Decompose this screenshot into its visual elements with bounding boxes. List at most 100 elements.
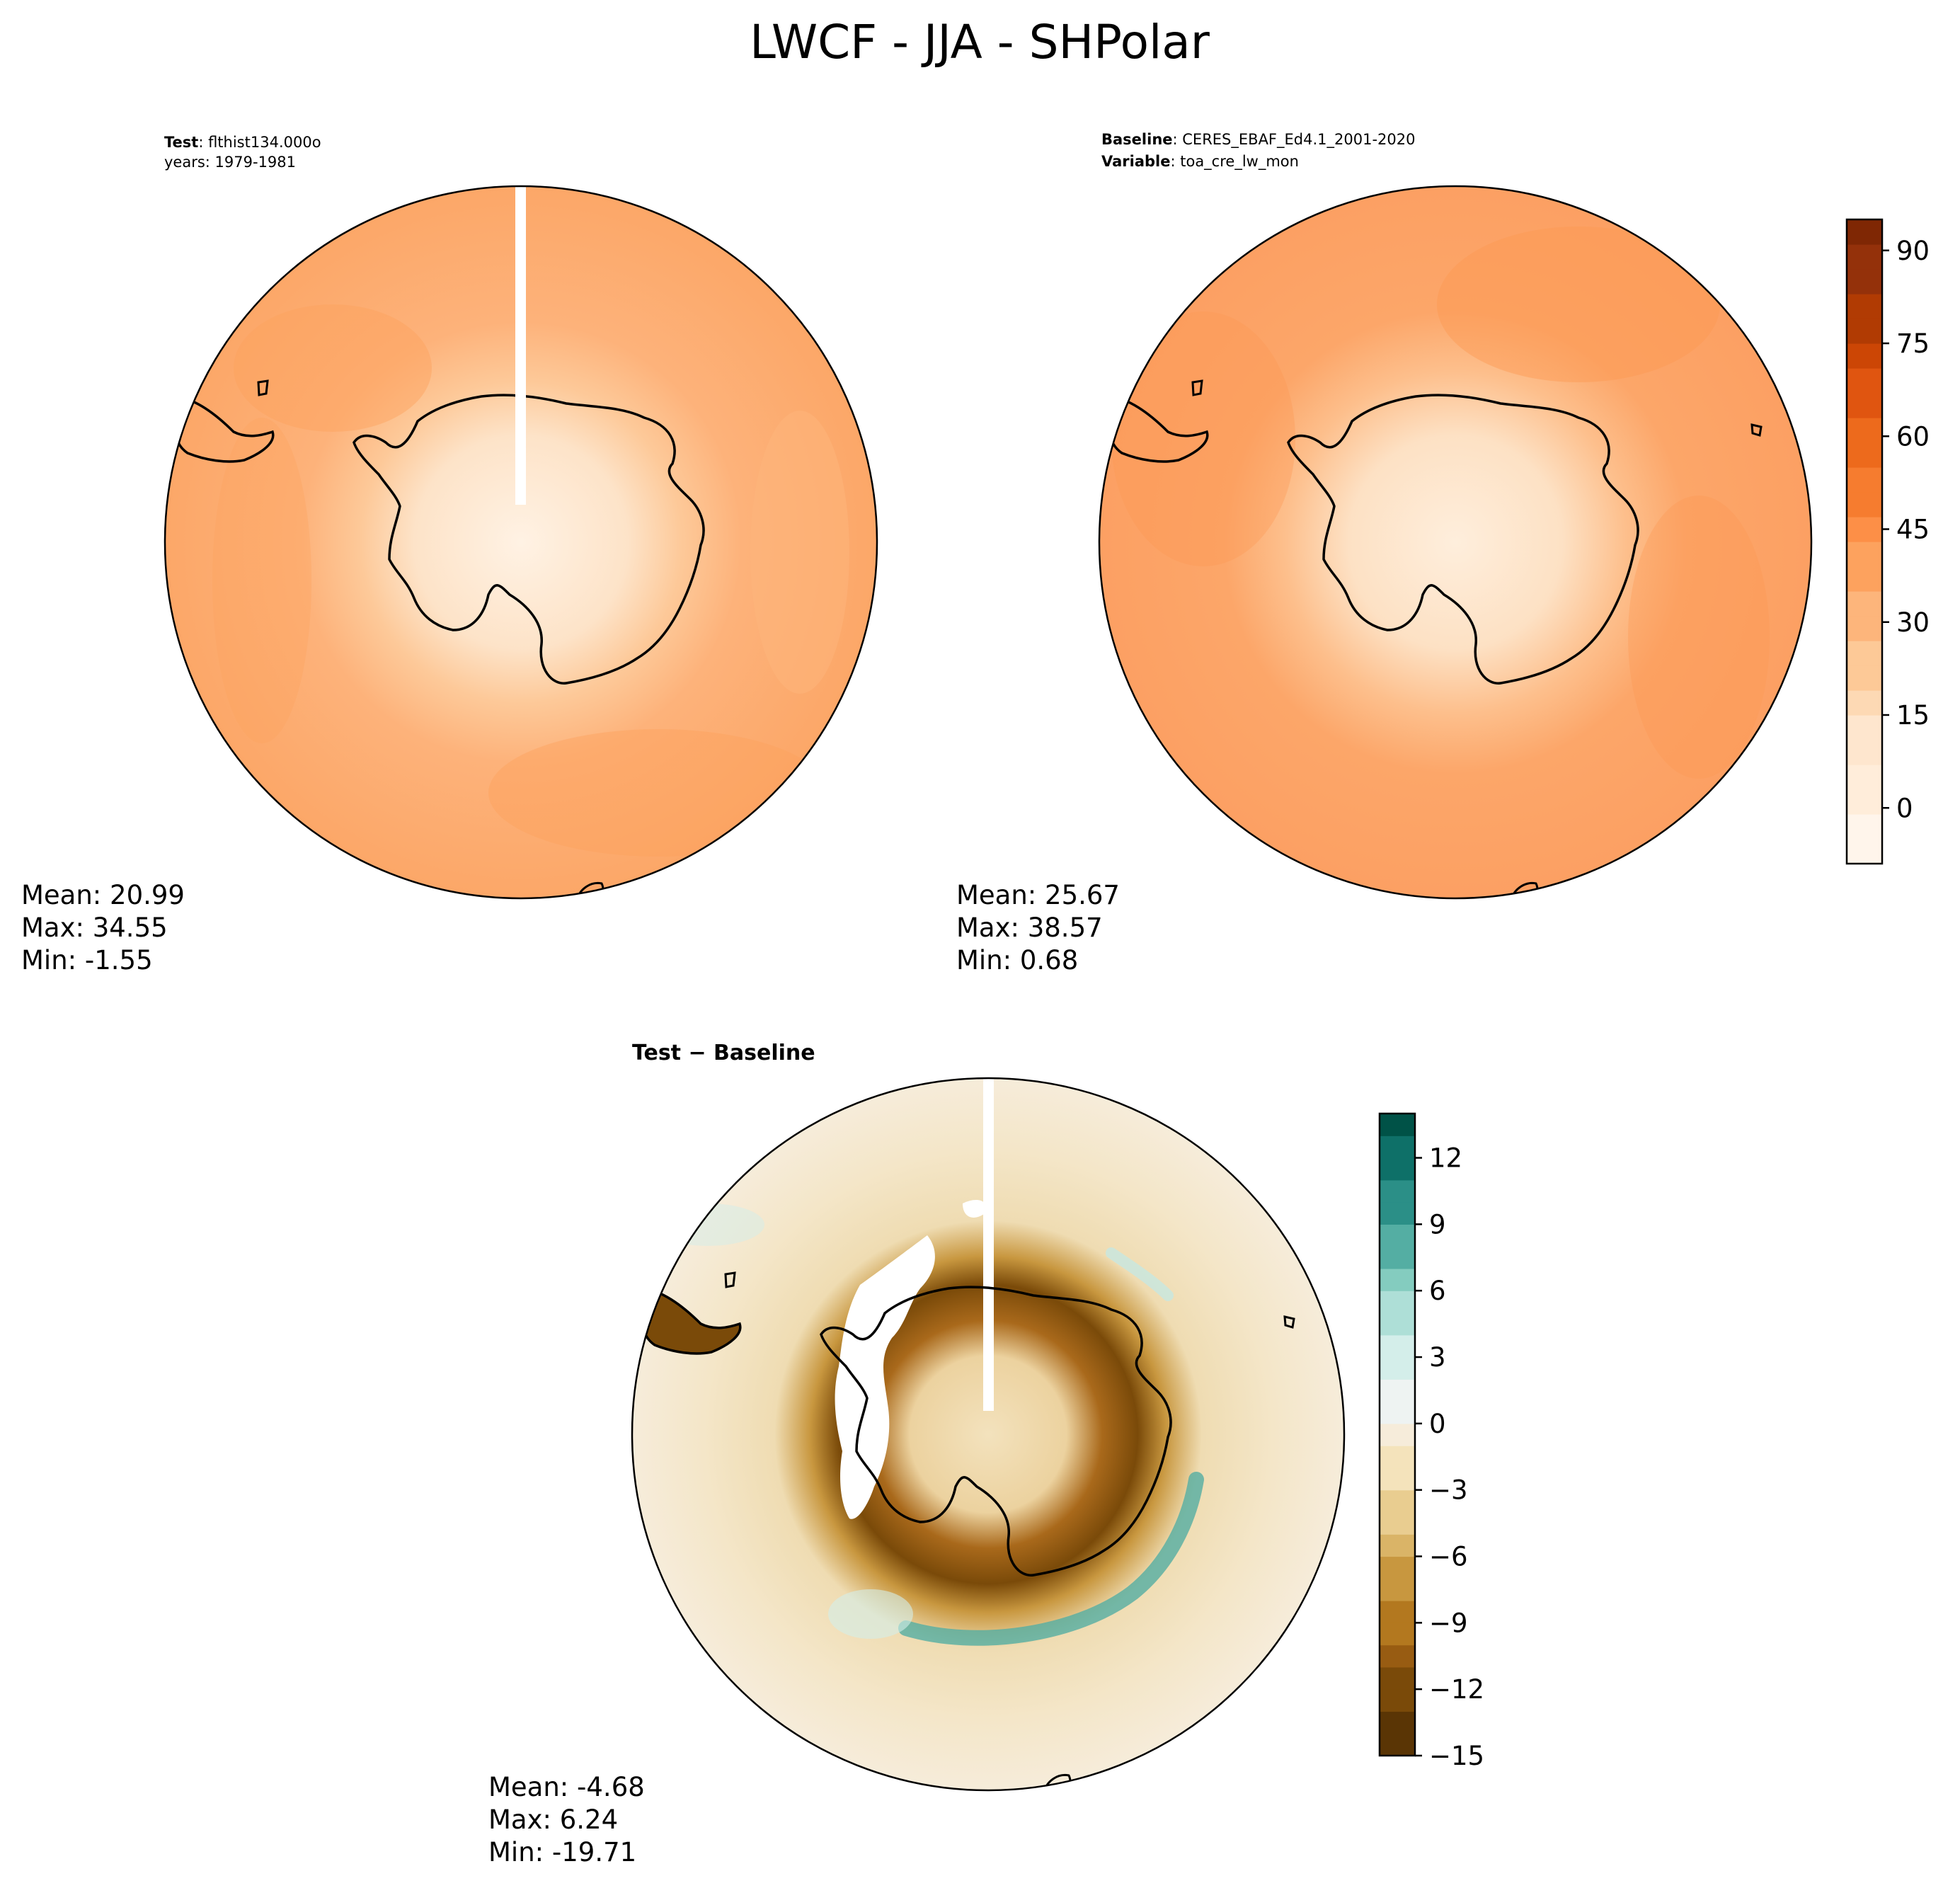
test-map-boundary — [164, 185, 878, 900]
baseline-variable-label: Variable: toa_cre_lw_mon — [1101, 153, 1299, 171]
baseline-panel-header: Baseline: CERES_EBAF_Ed4.1_2001-2020 — [1101, 131, 1415, 149]
baseline-colorbar-segment — [1847, 269, 1882, 294]
diff-missing-data-strip — [983, 1078, 994, 1411]
baseline-colorbar-tick-label: 60 — [1896, 421, 1930, 452]
baseline-colorbar-segment — [1847, 715, 1882, 740]
baseline-antarctica-outline — [1287, 394, 1639, 685]
baseline-variable-bold: Variable — [1101, 153, 1170, 170]
diff-missing-region-top — [963, 1200, 986, 1218]
test-south-america-outline — [173, 394, 275, 463]
baseline-colorbar: 0 15 30 45 60 75 90 — [1845, 218, 1930, 865]
baseline-map-boundary — [1098, 185, 1813, 900]
baseline-australia-outline — [1510, 881, 1539, 898]
baseline-colorbar-segment — [1847, 740, 1882, 765]
diff-colorbar-tick-label: −12 — [1429, 1674, 1484, 1705]
baseline-colorbar-segment — [1847, 591, 1882, 617]
baseline-colorbar-segment — [1847, 393, 1882, 418]
baseline-colorbar-tick-label: 15 — [1896, 700, 1930, 731]
diff-map-boundary — [631, 1077, 1346, 1792]
test-map — [165, 186, 877, 898]
test-panel: Test: flthist134.000o years: 1979-1981 M… — [21, 134, 878, 976]
baseline-panel: Baseline: CERES_EBAF_Ed4.1_2001-2020 Var… — [956, 131, 1930, 976]
test-label-case: : flthist134.000o — [198, 134, 321, 151]
baseline-max: Max: 38.57 — [956, 912, 1103, 943]
diff-colorbar-segment — [1380, 1623, 1415, 1646]
diff-colorbar-tick-label: −9 — [1429, 1608, 1468, 1638]
baseline-colorbar-segment — [1847, 789, 1882, 815]
diff-colorbar-tick-label: 0 — [1429, 1409, 1446, 1439]
baseline-colorbar-segment — [1847, 690, 1882, 716]
diff-australia-outline — [1043, 1773, 1072, 1790]
diff-colorbar-tick-label: 9 — [1429, 1209, 1446, 1240]
diff-colorbar-segment — [1380, 1379, 1415, 1402]
baseline-colorbar-segment — [1847, 244, 1882, 270]
diff-colorbar-segment — [1380, 1157, 1415, 1181]
baseline-colorbar-segment — [1847, 294, 1882, 319]
diff-colorbar-segment — [1380, 1224, 1415, 1247]
diff-colorbar-tick-label: 6 — [1429, 1276, 1446, 1306]
diff-colorbar-segment — [1380, 1202, 1415, 1225]
test-max: Max: 34.55 — [21, 912, 168, 943]
diff-colorbar-segment — [1380, 1578, 1415, 1601]
baseline-map — [1099, 186, 1811, 898]
diff-colorbar-frame — [1378, 1112, 1416, 1757]
diff-colorbar-segment — [1380, 1291, 1415, 1314]
figure-title: LWCF - JJA - SHPolar — [750, 15, 1210, 69]
diff-colorbar-segment — [1380, 1357, 1415, 1380]
baseline-stats: Mean: 25.67 Max: 38.57 Min: 0.68 — [956, 880, 1120, 976]
diff-colorbar-segment — [1380, 1179, 1415, 1203]
diff-colorbar-segment — [1380, 1468, 1415, 1491]
baseline-colorbar-segment — [1847, 418, 1882, 443]
diff-colorbar: −15 −12 −9 −6 −3 0 3 6 9 12 — [1378, 1112, 1484, 1771]
baseline-colorbar-segment — [1847, 616, 1882, 641]
baseline-colorbar-segment — [1847, 665, 1882, 691]
diff-colorbar-segment — [1380, 1401, 1415, 1424]
diff-map — [632, 1078, 1344, 1790]
baseline-island-east-outline — [1750, 423, 1763, 437]
diff-colorbar-tick-label: 12 — [1429, 1143, 1462, 1174]
diff-colorbar-segment — [1380, 1334, 1415, 1358]
diff-missing-region — [835, 1235, 935, 1519]
baseline-colorbar-tick-label: 90 — [1896, 236, 1930, 266]
baseline-colorbar-segment — [1847, 492, 1882, 517]
baseline-colorbar-tick-label: 0 — [1896, 793, 1913, 823]
baseline-colorbar-segment — [1847, 368, 1882, 394]
diff-colorbar-segment — [1380, 1666, 1415, 1690]
baseline-colorbar-tick-label: 30 — [1896, 607, 1930, 638]
diff-panel-header: Test − Baseline — [632, 1041, 815, 1065]
test-label-bold: Test — [164, 134, 198, 151]
baseline-colorbar-segment — [1847, 517, 1882, 542]
baseline-colorbar-segment — [1847, 814, 1882, 840]
baseline-colorbar-segment — [1847, 765, 1882, 790]
test-missing-data-strip — [515, 186, 526, 505]
baseline-colorbar-segment — [1847, 566, 1882, 592]
diff-colorbar-segment — [1380, 1534, 1415, 1557]
diff-colorbar-segment — [1380, 1446, 1415, 1469]
diff-colorbar-tick-label: −15 — [1429, 1741, 1484, 1771]
test-years-label: years: 1979-1981 — [164, 154, 296, 171]
test-australia-outline — [575, 881, 604, 898]
baseline-mean: Mean: 25.67 — [956, 880, 1120, 910]
baseline-colorbar-frame — [1845, 218, 1884, 865]
test-panel-header: Test: flthist134.000o — [164, 134, 321, 151]
diff-colorbar-segment — [1380, 1689, 1415, 1712]
diff-south-america-outline — [640, 1286, 742, 1355]
diff-positive-band — [898, 1472, 1204, 1646]
baseline-label-source: : CERES_EBAF_Ed4.1_2001-2020 — [1173, 131, 1416, 149]
baseline-colorbar-segment — [1847, 467, 1882, 493]
diff-colorbar-segment — [1380, 1711, 1415, 1734]
test-mean: Mean: 20.99 — [21, 880, 185, 910]
diff-colorbar-tick-label: −3 — [1429, 1475, 1468, 1506]
baseline-colorbar-segment — [1847, 442, 1882, 468]
baseline-variable-name: : toa_cre_lw_mon — [1170, 153, 1298, 171]
diff-mean: Mean: -4.68 — [488, 1772, 645, 1802]
baseline-colorbar-segment — [1847, 343, 1882, 369]
diff-island-outline — [724, 1271, 736, 1288]
test-island-outline — [257, 379, 269, 396]
diff-colorbar-segment — [1380, 1268, 1415, 1291]
diff-colorbar-segment — [1380, 1489, 1415, 1513]
baseline-colorbar-segment — [1847, 839, 1882, 864]
diff-island-east-outline — [1283, 1315, 1295, 1329]
diff-colorbar-tick-label: 3 — [1429, 1342, 1446, 1373]
